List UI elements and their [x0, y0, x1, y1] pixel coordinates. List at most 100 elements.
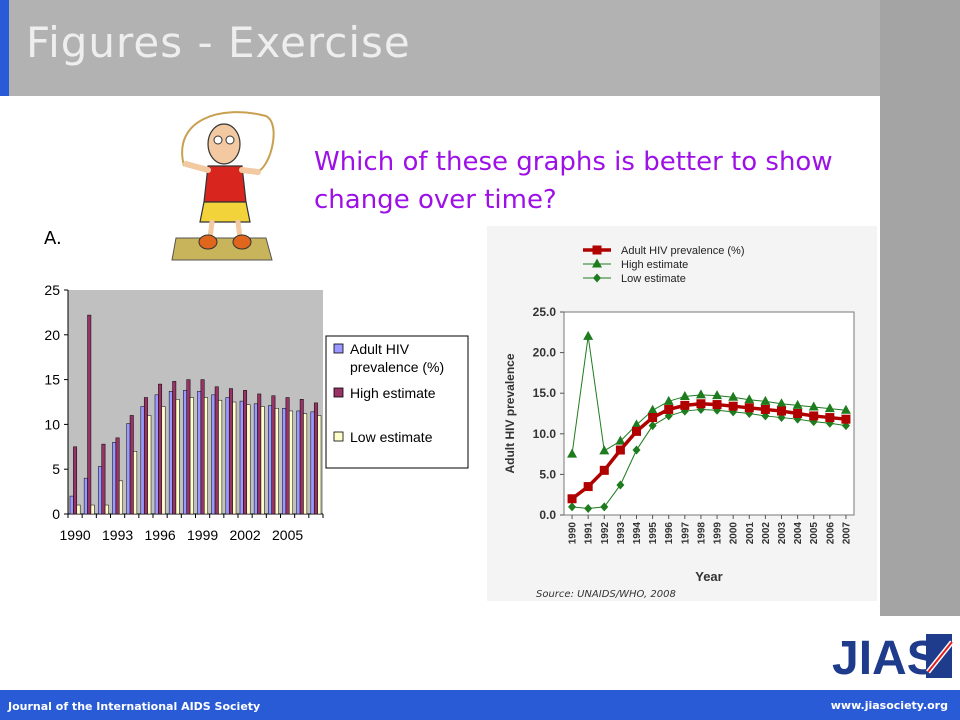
legend-label-a: High estimate — [350, 385, 436, 401]
data-point-triangle — [824, 403, 835, 413]
legend-label-b: Low estimate — [621, 273, 686, 285]
line-chart-b: 0.0 5.0 10.0 15.0 20.0 25.0 1990 1991 1992 1993 19… — [503, 245, 855, 584]
plot-area-a — [68, 290, 323, 514]
right-side-bar — [880, 0, 960, 616]
x-tick-label-a: 1996 — [145, 527, 176, 543]
data-point-diamond — [584, 504, 593, 514]
data-point-diamond — [600, 502, 609, 512]
bar-high — [313, 402, 318, 515]
x-tick-label-a: 2005 — [272, 527, 303, 543]
footer-website-link[interactable]: www.jiasociety.org — [830, 699, 948, 712]
data-point-diamond — [616, 480, 625, 490]
data-point-square — [728, 401, 738, 411]
logo-text: JIAS — [832, 632, 939, 685]
question-text: Which of these graphs is better to show … — [314, 147, 833, 215]
bar-adult — [239, 400, 244, 515]
jump-rope-person-icon — [171, 111, 275, 261]
bar-low — [232, 401, 237, 515]
legend-label-b: Adult HIV prevalence (%) — [621, 245, 745, 257]
bar-high — [285, 397, 290, 515]
bar-high — [257, 393, 262, 515]
bar-low — [260, 406, 265, 515]
data-point-square — [599, 465, 609, 475]
legend-label-a: Adult HIV — [350, 341, 410, 357]
bar-low — [274, 408, 279, 515]
data-point-triangle — [583, 330, 594, 340]
footer-journal-name: Journal of the International AIDS Societ… — [8, 700, 261, 713]
data-point-triangle — [599, 445, 610, 455]
x-tick-label-a: 1993 — [102, 527, 133, 543]
legend-label-a: Low estimate — [350, 429, 433, 445]
data-point-square — [809, 411, 819, 421]
x-tick-label-b: 1997 — [680, 522, 691, 545]
title-bar: Figures - Exercise — [0, 0, 880, 96]
data-point-triangle — [760, 395, 771, 405]
data-point-square — [712, 400, 722, 410]
y-tick-label-a: 20 — [44, 327, 60, 343]
bar-high — [228, 388, 233, 515]
bar-low — [218, 399, 223, 515]
y-tick-label-a: 10 — [44, 416, 60, 432]
data-point-square — [615, 445, 625, 455]
data-point-square — [648, 413, 658, 423]
y-tick-label-a: 15 — [44, 372, 60, 388]
x-tick-label-b: 2003 — [777, 522, 788, 545]
data-point-square — [777, 406, 786, 416]
title-accent — [0, 0, 9, 96]
slide-title: Figures - Exercise — [26, 18, 411, 67]
x-tick-label-b: 1996 — [664, 522, 675, 545]
data-point-square — [744, 403, 754, 413]
bar-high — [271, 395, 276, 515]
y-axis-title-b: Adult HIV prevalence — [503, 353, 517, 473]
x-tick-label-b: 1992 — [600, 522, 611, 545]
data-point-triangle — [631, 419, 642, 429]
bar-high — [243, 390, 248, 515]
legend-marker-b — [592, 258, 602, 268]
bar-adult — [154, 394, 159, 515]
data-point-square — [632, 426, 641, 436]
y-tick-label-b: 20.0 — [533, 346, 557, 360]
bar-adult — [83, 477, 88, 515]
bar-high — [214, 386, 219, 515]
legend-label-a: prevalence (%) — [350, 359, 444, 375]
legend-marker-b — [593, 273, 601, 283]
bar-adult — [168, 390, 173, 515]
data-point-square — [680, 400, 690, 410]
source-caption: Source: UNAIDS/WHO, 2008 — [536, 589, 676, 600]
y-tick-label-a: 5 — [52, 461, 60, 477]
bar-high — [73, 446, 78, 515]
data-point-triangle — [647, 404, 658, 414]
bar-adult — [296, 410, 301, 515]
bar-low — [90, 504, 95, 515]
bar-low — [204, 397, 208, 515]
bar-adult — [211, 394, 216, 515]
data-point-triangle — [792, 399, 803, 409]
data-point-square — [825, 413, 835, 423]
x-tick-label-b: 1995 — [648, 522, 659, 545]
y-tick-label-b: 0.0 — [539, 508, 556, 522]
bar-low — [189, 397, 194, 515]
legend-box-a — [325, 335, 469, 469]
bar-high — [101, 443, 106, 515]
bar-adult — [197, 390, 202, 515]
bar-adult — [268, 405, 272, 515]
data-point-triangle — [840, 404, 851, 414]
bar-adult — [140, 406, 145, 515]
data-point-triangle — [744, 394, 755, 404]
x-tick-label-b: 1999 — [713, 522, 724, 545]
x-tick-label-b: 1994 — [632, 522, 643, 545]
bar-adult — [225, 397, 230, 515]
footer-bar: Journal of the International AIDS Societ… — [0, 690, 960, 720]
jias-logo: JIAS — [832, 632, 954, 685]
x-tick-label-b: 1993 — [616, 522, 627, 545]
data-point-diamond — [568, 502, 577, 512]
bar-high — [129, 415, 134, 515]
legend-swatch-a — [333, 343, 344, 354]
bar-high — [172, 381, 177, 515]
x-axis-title-b: Year — [695, 569, 722, 584]
x-tick-label-b: 1991 — [584, 522, 595, 545]
data-point-square — [583, 482, 593, 492]
bar-adult — [112, 442, 117, 515]
data-point-square — [793, 409, 803, 418]
x-tick-label-b: 1998 — [696, 522, 707, 545]
